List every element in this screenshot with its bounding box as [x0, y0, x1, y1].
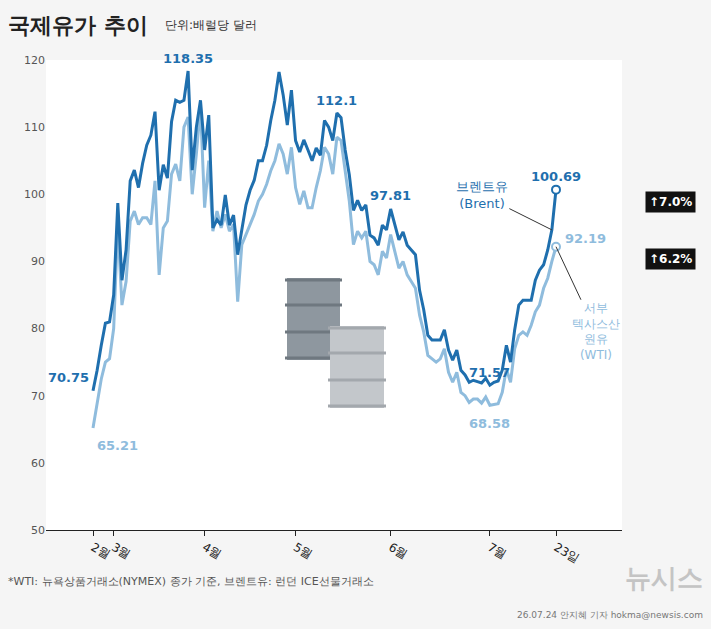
svg-text:단위:배럴당 달러: 단위:배럴당 달러	[165, 18, 257, 32]
svg-text:6월: 6월	[386, 540, 410, 562]
svg-text:*WTI: 뉴욕상품거래소(NYMEX) 종가 기준, 브렌: *WTI: 뉴욕상품거래소(NYMEX) 종가 기준, 브렌트유: 런던 ICE…	[8, 575, 374, 588]
svg-text:23일: 23일	[552, 540, 583, 566]
svg-text:90: 90	[31, 255, 45, 268]
svg-text:3월: 3월	[109, 540, 133, 562]
svg-text:112.1: 112.1	[316, 93, 357, 108]
svg-text:100: 100	[24, 188, 45, 201]
svg-text:국제유가 추이: 국제유가 추이	[8, 13, 148, 38]
svg-text:서부텍사스산원유(WTI): 서부텍사스산원유(WTI)	[572, 301, 620, 362]
svg-text:92.19: 92.19	[565, 231, 606, 246]
svg-text:100.69: 100.69	[531, 169, 581, 184]
svg-text:70: 70	[31, 390, 45, 403]
svg-text:↑6.2%: ↑6.2%	[649, 252, 692, 266]
svg-text:97.81: 97.81	[370, 188, 411, 203]
svg-text:↑7.0%: ↑7.0%	[649, 195, 692, 209]
svg-text:5월: 5월	[291, 540, 315, 562]
svg-text:120: 120	[24, 54, 45, 67]
svg-text:26.07.24 안지혜 기자 hokma@newsis.c: 26.07.24 안지혜 기자 hokma@newsis.com	[517, 610, 703, 620]
svg-text:118.35: 118.35	[163, 51, 213, 66]
svg-text:80: 80	[31, 322, 45, 335]
svg-text:60: 60	[31, 457, 45, 470]
svg-text:110: 110	[24, 121, 45, 134]
svg-text:65.21: 65.21	[97, 438, 138, 453]
svg-text:뉴시스: 뉴시스	[625, 563, 703, 593]
svg-text:71.57: 71.57	[469, 365, 510, 380]
svg-text:70.75: 70.75	[48, 370, 89, 385]
svg-text:2월: 2월	[89, 540, 113, 562]
svg-text:50: 50	[31, 524, 45, 537]
svg-text:4월: 4월	[200, 540, 224, 562]
svg-text:브렌트유(Brent): 브렌트유(Brent)	[456, 179, 508, 211]
svg-text:7월: 7월	[485, 540, 509, 562]
svg-text:68.58: 68.58	[469, 416, 510, 431]
